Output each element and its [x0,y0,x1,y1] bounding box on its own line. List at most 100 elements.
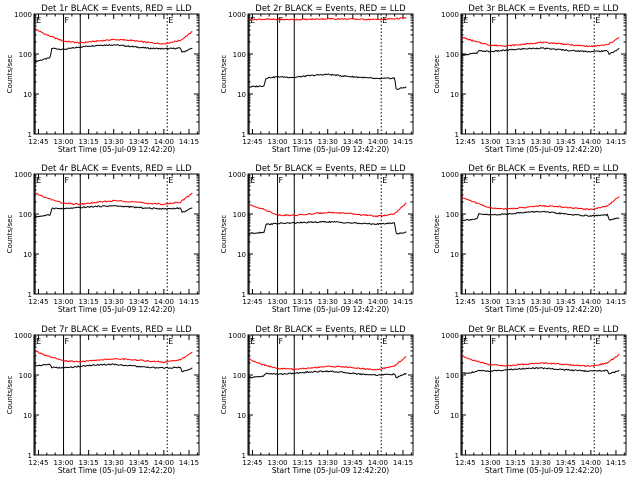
series-line-events [34,44,193,63]
x-tick-label: 13:45 [129,298,149,306]
x-tick-label: 13:15 [506,138,526,146]
series-line-lld [461,36,620,48]
event-marker-label: F [65,337,70,346]
y-tick-label: 100 [19,51,32,59]
y-tick-label: 1 [242,131,246,139]
x-tick-label: 14:15 [179,459,199,467]
x-tick-label: 14:00 [368,298,388,306]
y-tick-label: 10 [450,251,459,259]
event-marker-label: E [36,176,41,185]
y-tick-label: 100 [233,51,246,59]
chart-panel-7: Det 7r BLACK = Events, RED = LLD 1 10 100 10… [6,325,200,475]
y-tick-label: 1 [28,131,32,139]
chart-title: Det 6r BLACK = Events, RED = LLD [468,164,619,174]
x-tick-label: 13:45 [556,298,576,306]
x-tick-label: 14:15 [606,459,626,467]
y-tick-label: 10 [237,251,246,259]
y-tick-label: 1000 [441,11,459,19]
x-tick-label: 13:00 [480,138,500,146]
x-tick-label: 12:45 [28,138,48,146]
series-line-lld [34,28,193,45]
x-tick-label: 12:45 [28,298,48,306]
x-tick-label: 14:00 [368,138,388,146]
y-tick-label: 1000 [14,11,32,19]
event-marker-label: E [168,176,173,185]
x-tick-label: 14:00 [154,298,174,306]
x-axis-label: Start Time (05-Jul-09 12:42:20) [272,305,389,314]
x-tick-label: 13:30 [104,459,124,467]
x-tick-label: 13:30 [531,459,551,467]
series-line-events [248,73,407,90]
plot-frame [460,13,627,135]
x-tick-label: 12:45 [242,138,262,146]
series-line-lld [462,353,620,368]
y-tick-label: 100 [19,211,32,219]
x-tick-label: 13:00 [267,459,287,467]
y-tick-label: 10 [237,412,246,420]
x-tick-label: 13:30 [318,459,338,467]
chart-title: Det 7r BLACK = Events, RED = LLD [41,325,192,335]
x-tick-label: 13:00 [53,459,73,467]
y-tick-label: 1000 [14,332,32,340]
x-tick-label: 13:15 [506,459,526,467]
chart-panel-3: Det 3r BLACK = Events, RED = LLD 1 10 100 10… [433,4,627,154]
event-marker-label: F [492,176,497,185]
x-tick-label: 13:00 [53,298,73,306]
series-line-lld [461,195,620,211]
y-tick-label: 100 [19,372,32,380]
chart-title: Det 5r BLACK = Events, RED = LLD [255,164,406,174]
x-axis-label: Start Time (05-Jul-09 12:42:20) [485,305,602,314]
event-marker-label: E [250,176,255,185]
x-tick-label: 12:45 [242,298,262,306]
event-marker-label: F [279,16,284,25]
plot-frame [460,173,627,295]
x-axis-label: Start Time (05-Jul-09 12:42:20) [272,145,389,154]
event-marker-label: E [463,16,468,25]
y-tick-label: 100 [233,372,246,380]
chart-panel-6: Det 6r BLACK = Events, RED = LLD 1 10 100 10… [433,164,627,314]
y-tick-label: 100 [233,211,246,219]
x-tick-label: 14:15 [393,298,413,306]
x-tick-label: 13:30 [318,298,338,306]
x-tick-label: 13:15 [79,459,99,467]
event-marker-label: E [595,16,600,25]
y-axis-label: Counts/sec [6,376,14,415]
x-tick-label: 13:45 [343,138,363,146]
y-tick-label: 1000 [228,332,246,340]
x-tick-label: 13:30 [104,298,124,306]
event-marker-label: F [492,16,497,25]
series-line-lld [248,16,407,21]
event-marker-label: E [463,337,468,346]
series-line-events [248,370,407,379]
y-tick-label: 1 [28,452,32,460]
event-marker-label: E [463,176,468,185]
y-tick-label: 1 [242,452,246,460]
x-axis-label: Start Time (05-Jul-09 12:42:20) [58,466,175,475]
event-marker-label: E [168,16,173,25]
series-line-events [462,47,620,56]
x-tick-label: 13:15 [79,138,99,146]
chart-title: Det 1r BLACK = Events, RED = LLD [41,4,192,14]
x-tick-label: 13:45 [556,459,576,467]
plot-frame [247,173,414,295]
series-line-events [248,220,407,235]
chart-title: Det 3r BLACK = Events, RED = LLD [468,4,619,14]
x-tick-label: 14:15 [606,138,626,146]
chart-panel-9: Det 9r BLACK = Events, RED = LLD 1 10 100 10… [433,325,627,475]
x-tick-label: 13:45 [343,459,363,467]
plot-frame [33,173,200,295]
y-axis-label: Counts/sec [220,376,228,415]
y-axis-label: Counts/sec [220,215,228,254]
x-axis-label: Start Time (05-Jul-09 12:42:20) [272,466,389,475]
x-axis-label: Start Time (05-Jul-09 12:42:20) [485,145,602,154]
series-line-lld [34,192,193,206]
chart-title: Det 2r BLACK = Events, RED = LLD [255,4,406,14]
chart-panel-2: Det 2r BLACK = Events, RED = LLD 1 10 100 10… [220,4,414,154]
x-axis-label: Start Time (05-Jul-09 12:42:20) [485,466,602,475]
x-tick-label: 14:00 [581,138,601,146]
x-tick-label: 13:15 [79,298,99,306]
y-tick-label: 1000 [441,171,459,179]
event-marker-label: E [382,337,387,346]
y-tick-label: 100 [446,372,459,380]
x-tick-label: 14:15 [179,298,199,306]
